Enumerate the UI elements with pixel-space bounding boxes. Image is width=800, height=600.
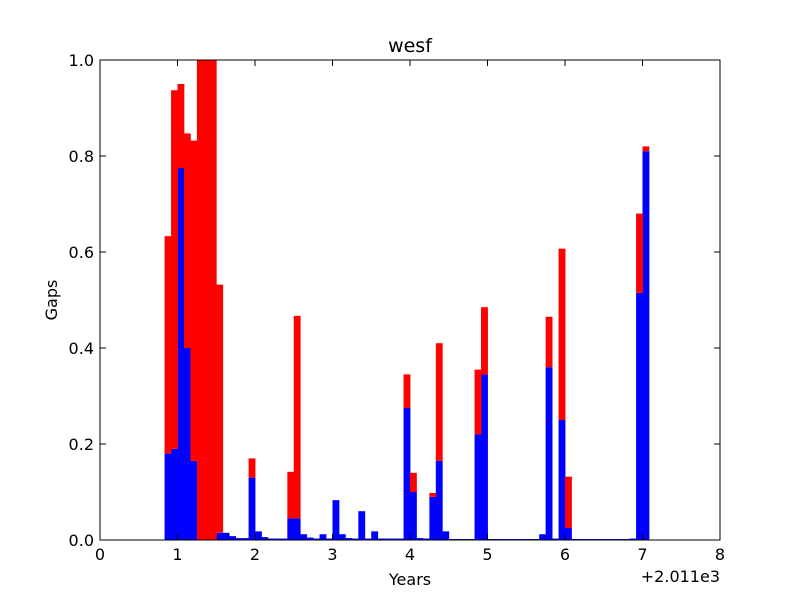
x-axis-label: Years: [388, 570, 431, 589]
bar-blue-segment: [248, 477, 256, 540]
bar-blue-segment: [190, 460, 198, 540]
bar-blue-segment: [397, 538, 404, 540]
bar-red-segment: [190, 140, 198, 461]
bar-blue-segment: [416, 538, 424, 540]
bar-layer: [164, 60, 650, 540]
bar-blue-segment: [539, 534, 547, 540]
y-tick-label: 0.0: [69, 531, 94, 550]
x-tick-label: 8: [715, 545, 725, 564]
bar-blue-segment: [183, 348, 191, 540]
bar-blue-segment: [177, 168, 185, 540]
y-tick-label: 0.8: [69, 147, 94, 166]
bar-blue-segment: [552, 538, 559, 540]
bar-blue-segment: [364, 538, 372, 540]
bar-red-segment: [196, 60, 204, 540]
x-axis-offset-label: +2.011e3: [641, 567, 720, 586]
bar-blue-segment: [565, 528, 572, 540]
bar-red-segment: [216, 284, 224, 533]
bar-blue-segment: [255, 531, 262, 540]
bar-blue-segment: [358, 511, 366, 540]
bar-red-segment: [183, 133, 191, 348]
bar-blue-segment: [267, 538, 275, 540]
y-tick-label: 0.6: [69, 243, 94, 262]
bar-red-segment: [248, 458, 256, 478]
x-tick-label: 7: [637, 545, 647, 564]
bar-blue-segment: [377, 538, 385, 540]
bar-blue-segment: [306, 537, 314, 540]
bar-blue-segment: [642, 151, 650, 540]
bar-blue-segment: [326, 538, 333, 540]
tick-layer: 0 1 2 3 4 5 6 7 8 0.0 0.2 0.4 0.6 0.8 1.0: [69, 51, 726, 564]
bar-blue-segment: [371, 531, 379, 540]
bar-blue-segment: [171, 448, 178, 540]
bar-blue-segment: [222, 532, 230, 540]
bar-red-segment: [209, 60, 217, 540]
bar-red-segment: [287, 471, 295, 519]
bar-blue-segment: [164, 453, 172, 540]
bar-blue-segment: [545, 367, 553, 540]
bar-blue-segment: [229, 536, 237, 540]
bar-blue-segment: [216, 532, 224, 540]
bar-red-segment: [293, 315, 301, 519]
bar-blue-segment: [280, 538, 288, 540]
bar-blue-segment: [287, 518, 295, 540]
y-axis-label: Gaps: [42, 280, 61, 321]
bar-red-segment: [474, 369, 482, 435]
bar-blue-segment: [242, 538, 249, 540]
bar-red-segment: [435, 343, 443, 461]
x-tick-label: 5: [482, 545, 492, 564]
x-tick-label: 0: [95, 545, 105, 564]
bar-blue-segment: [384, 538, 392, 540]
bar-red-segment: [164, 236, 172, 454]
bar-blue-segment: [319, 534, 327, 540]
bar-blue-segment: [235, 538, 243, 540]
x-tick-label: 1: [172, 545, 182, 564]
bar-red-segment: [545, 316, 553, 368]
chart-title: wesf: [388, 35, 433, 57]
x-tick-label: 4: [405, 545, 415, 564]
x-tick-label: 2: [250, 545, 260, 564]
bar-red-segment: [429, 492, 437, 497]
bar-red-segment: [481, 307, 488, 375]
bar-blue-segment: [435, 460, 443, 540]
bar-blue-segment: [338, 534, 346, 540]
bar-blue-segment: [403, 408, 411, 540]
y-tick-label: 0.2: [69, 435, 94, 454]
bar-blue-segment: [332, 500, 340, 540]
bar-blue-segment: [558, 420, 566, 540]
bar-blue-segment: [442, 531, 450, 540]
bar-red-segment: [565, 476, 572, 528]
bar-blue-segment: [390, 538, 398, 540]
bar-red-segment: [171, 90, 178, 449]
bar-blue-segment: [345, 538, 353, 540]
x-tick-label: 3: [327, 545, 337, 564]
bar-blue-segment: [474, 434, 482, 540]
bar-blue-segment: [313, 538, 320, 540]
bar-blue-segment: [293, 518, 301, 540]
bar-red-segment: [403, 374, 411, 408]
bar-red-segment: [203, 60, 211, 540]
bar-blue-segment: [274, 538, 282, 540]
bar-blue-segment: [351, 538, 359, 540]
bar-red-segment: [177, 84, 185, 168]
bar-red-segment: [558, 248, 566, 420]
bar-blue-segment: [481, 374, 488, 540]
bar-blue-segment: [422, 538, 430, 540]
bar-blue-segment: [629, 538, 637, 540]
bar-red-segment: [642, 146, 650, 152]
y-tick-label: 0.4: [69, 339, 94, 358]
bar-blue-segment: [636, 292, 643, 540]
y-tick-label: 1.0: [69, 51, 94, 70]
bar-blue-segment: [429, 496, 437, 540]
bar-blue-segment: [410, 492, 417, 540]
bar-blue-segment: [300, 534, 308, 540]
x-tick-label: 6: [560, 545, 570, 564]
bar-red-segment: [410, 472, 417, 492]
bar-blue-segment: [261, 537, 269, 540]
bar-red-segment: [636, 213, 643, 293]
